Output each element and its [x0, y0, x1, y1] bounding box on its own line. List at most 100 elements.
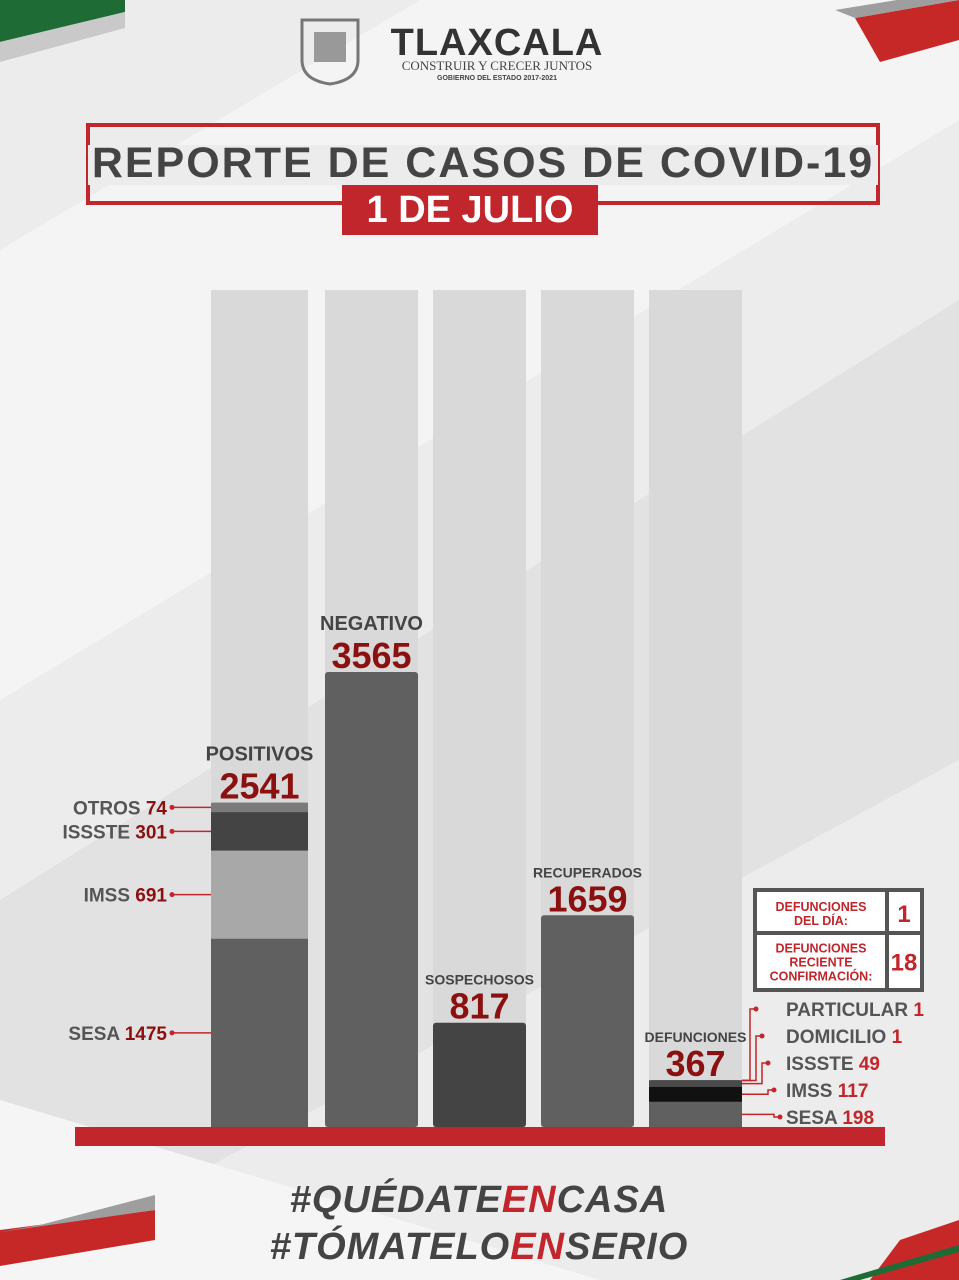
box-label: DEFUNCIONES	[776, 942, 867, 956]
stack-segment	[649, 1080, 742, 1081]
breakdown-label: IMSS 691	[84, 886, 168, 907]
hashtag-part: #QUÉDATE	[290, 1177, 503, 1221]
corner-decoration	[835, 0, 959, 18]
breakdown-label: DOMICILIO 1	[786, 1027, 903, 1048]
breakdown-value: 1	[892, 1027, 903, 1048]
corner-decoration	[0, 1195, 155, 1232]
date: 1 DE JULIO	[367, 189, 574, 231]
box-value: 18	[891, 950, 918, 977]
box-value: 1	[897, 901, 910, 928]
box-label: DEFUNCIONES	[776, 900, 867, 914]
coat-of-arms	[314, 32, 346, 62]
corner-decoration	[840, 1245, 959, 1280]
breakdown-value: 74	[146, 798, 168, 819]
leader-dot	[771, 1087, 777, 1093]
breakdown-name: SESA	[68, 1024, 120, 1045]
stack-segment	[649, 1101, 742, 1127]
coat-of-arms	[300, 18, 360, 86]
leader-dot	[765, 1060, 771, 1066]
breakdown-label: OTROS 74	[73, 798, 167, 819]
bar	[541, 915, 634, 1127]
hashtag: #QUÉDATEENCASA	[290, 1177, 669, 1221]
breakdown-label: SESA 198	[786, 1108, 874, 1129]
breakdown-name: DOMICILIO	[786, 1027, 886, 1048]
hashtag-part: #TÓMATELO	[270, 1224, 511, 1268]
breakdown-value: 117	[838, 1081, 869, 1102]
title-backdrop	[88, 145, 878, 185]
title: REPORTE DE CASOS DE COVID-19	[92, 139, 874, 187]
breakdown-value: 49	[859, 1054, 880, 1075]
brand: TLAXCALA	[391, 22, 604, 64]
corner-decoration	[0, 12, 125, 62]
hashtags: #QUÉDATEENCASA#TÓMATELOENSERIO	[270, 1177, 689, 1268]
government: GOBIERNO DEL ESTADO 2017-2021	[437, 75, 557, 82]
corner-decoration	[855, 0, 959, 62]
hashtag-part: CASA	[557, 1179, 669, 1221]
breakdown-name: OTROS	[73, 798, 141, 819]
breakdown-label: SESA 1475	[68, 1024, 167, 1045]
leader-dot	[169, 1030, 175, 1036]
value-label: 2541	[219, 766, 299, 807]
breakdown-value: 301	[135, 822, 167, 843]
category-label: POSITIVOS	[206, 744, 314, 766]
slogan: CONSTRUIR Y CRECER JUNTOS	[402, 58, 593, 73]
bar-track	[649, 290, 742, 1127]
stack-segment	[211, 812, 308, 851]
hashtag-part: SERIO	[565, 1226, 688, 1268]
stack-segment	[211, 938, 308, 1127]
bar	[433, 1022, 526, 1127]
box-frame	[753, 888, 924, 992]
breakdown-name: ISSSTE	[786, 1054, 854, 1075]
leader-line	[742, 1008, 756, 1082]
category-label: DEFUNCIONES	[645, 1029, 747, 1045]
breakdown-label: ISSSTE 49	[786, 1054, 880, 1075]
breakdown-name: SESA	[786, 1108, 838, 1129]
hashtag: #TÓMATELOENSERIO	[270, 1224, 689, 1268]
value-label: 817	[449, 986, 509, 1027]
value-label: 367	[665, 1043, 725, 1084]
stack-segment	[211, 850, 308, 939]
corner-decoration	[0, 0, 125, 42]
category-label: SOSPECHOSOS	[425, 972, 534, 988]
category-label: NEGATIVO	[320, 613, 423, 635]
stack-segment	[211, 802, 308, 813]
hashtag-part: EN	[502, 1179, 557, 1221]
breakdown-name: IMSS	[84, 886, 130, 907]
leader-line	[742, 1089, 774, 1096]
leader-line	[742, 1113, 780, 1118]
base-bar	[75, 1127, 885, 1146]
hashtag-part: EN	[510, 1226, 565, 1268]
breakdown-label: ISSSTE 301	[62, 822, 167, 843]
stack-segment	[649, 1080, 742, 1087]
bar-track	[433, 290, 526, 1127]
breakdown-value: 1475	[125, 1024, 168, 1045]
bar	[325, 672, 418, 1127]
leader-line	[742, 1062, 768, 1085]
leader-dot	[753, 1006, 759, 1012]
box-label: DEL DÍA:	[794, 913, 848, 928]
breakdown-name: ISSSTE	[62, 822, 130, 843]
leader-dot	[169, 892, 175, 898]
value-label: 1659	[547, 878, 627, 919]
corner-decoration	[0, 1210, 155, 1266]
value-label: 3565	[331, 635, 411, 676]
date-badge	[342, 185, 598, 235]
stack-segment	[649, 1086, 742, 1102]
category-label: RECUPERADOS	[533, 864, 642, 880]
breakdown-label: IMSS 117	[786, 1081, 868, 1102]
leader-dot	[169, 804, 175, 810]
leader-dot	[777, 1114, 783, 1120]
breakdown-value: 198	[842, 1108, 874, 1129]
box-label: RECIENTE	[789, 956, 852, 970]
leader-dot	[759, 1033, 765, 1039]
leader-dot	[169, 828, 175, 834]
box-label: CONFIRMACIÓN:	[770, 969, 873, 984]
breakdown-value: 1	[913, 1000, 924, 1021]
breakdown-value: 691	[135, 886, 167, 907]
breakdown-label: PARTICULAR 1	[786, 1000, 924, 1021]
breakdown-name: IMSS	[786, 1081, 832, 1102]
